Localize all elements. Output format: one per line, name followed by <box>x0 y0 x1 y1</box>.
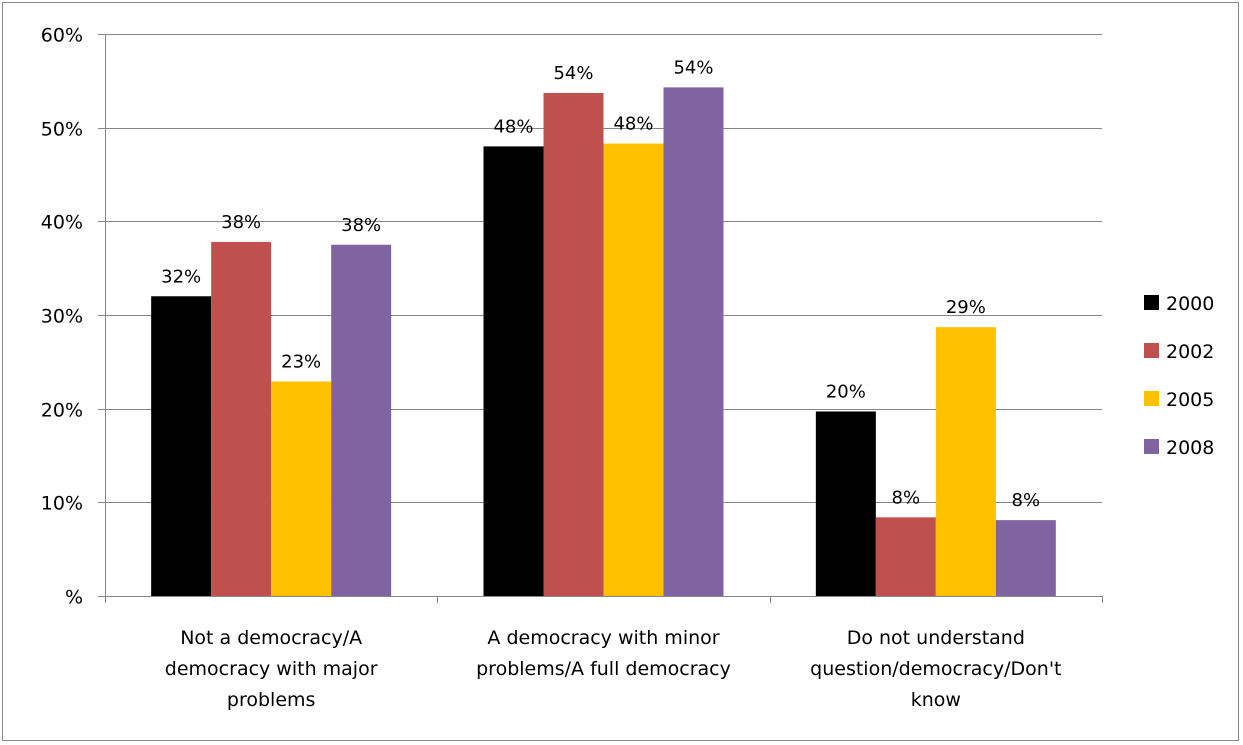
data-label: 48% <box>493 116 533 137</box>
bar <box>935 327 996 596</box>
bars <box>151 87 1056 596</box>
category-label: Do not understand <box>847 627 1025 649</box>
data-label: 32% <box>161 266 201 287</box>
y-tick-label: 20% <box>41 400 83 422</box>
legend-label: 2000 <box>1166 293 1214 315</box>
axes: % 10% 20% 30% 40% 50% 60% Not a democracy/A demo… <box>41 25 1103 711</box>
category-label: Not a democracy/A <box>180 627 362 649</box>
data-label: 23% <box>281 352 321 373</box>
bar <box>331 244 392 596</box>
bar <box>815 411 876 596</box>
category-label: democracy with major <box>165 658 378 680</box>
category-label: question/democracy/Don't <box>810 658 1061 680</box>
bar <box>995 520 1056 596</box>
legend-swatch <box>1144 391 1159 406</box>
category-label: A democracy with minor <box>487 627 719 649</box>
bar <box>483 146 544 596</box>
legend: 2000 2002 2005 2008 <box>1144 293 1214 459</box>
legend-swatch <box>1144 343 1159 358</box>
data-label: 38% <box>221 212 261 233</box>
bar <box>151 296 212 596</box>
legend-label: 2008 <box>1166 437 1214 459</box>
data-label: 20% <box>826 381 866 402</box>
y-tick-label: 10% <box>41 493 83 515</box>
data-label: 8% <box>892 487 921 508</box>
bar <box>663 87 724 596</box>
y-tick-label: 30% <box>41 306 83 328</box>
legend-label: 2005 <box>1166 389 1214 411</box>
y-tick-label: % <box>65 587 83 609</box>
legend-label: 2002 <box>1166 341 1214 363</box>
data-label: 38% <box>341 215 381 236</box>
bar <box>271 381 332 596</box>
data-label: 8% <box>1012 490 1041 511</box>
category-label: problems <box>227 689 316 711</box>
y-tick-label: 50% <box>41 119 83 141</box>
category-label: problems/A full democracy <box>476 658 731 680</box>
y-tick-label: 40% <box>41 212 83 234</box>
data-labels: 32% 38% 23% 38% 48% 54% 48% 54% 20% 8% 29% 8% <box>161 57 1040 511</box>
category-label: know <box>911 689 961 711</box>
bar <box>543 93 604 596</box>
data-label: 29% <box>946 297 986 318</box>
data-label: 54% <box>673 57 713 78</box>
bar <box>603 143 664 596</box>
data-label: 48% <box>613 114 653 135</box>
data-label: 54% <box>553 63 593 84</box>
bar <box>875 517 936 596</box>
y-tick-label: 60% <box>41 25 83 47</box>
legend-swatch <box>1144 295 1159 310</box>
bar <box>211 241 272 596</box>
legend-swatch <box>1144 439 1159 454</box>
